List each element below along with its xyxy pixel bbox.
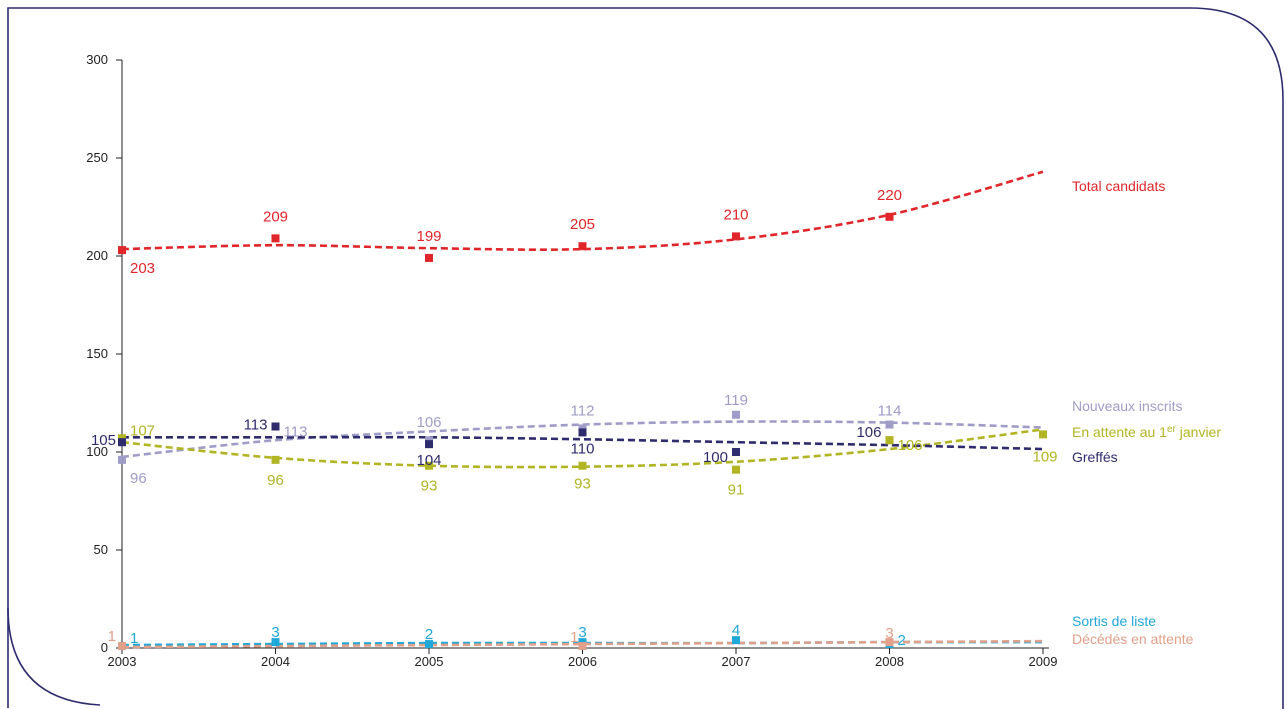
legend-label-superscript: er [1167, 424, 1177, 435]
data-label-en-attente: 109 [1032, 448, 1057, 465]
marker-total-candidats [118, 246, 126, 255]
data-label-sortis-de-liste: 2 [425, 626, 433, 643]
legend-label-tail: janvier [1176, 424, 1221, 440]
legend-label-en-attente: En attente au 1er janvier [1072, 424, 1221, 440]
data-label-greffes: 104 [416, 452, 441, 469]
data-label-en-attente: 93 [574, 476, 591, 493]
marker-sortis-de-liste [425, 640, 433, 649]
marker-total-candidats [271, 234, 280, 243]
marker-en-attente [271, 455, 280, 464]
data-label-sortis-de-liste: 2 [898, 632, 906, 649]
frame-border [7, 7, 1284, 709]
x-tick-label: 2006 [568, 654, 597, 669]
marker-greffes [578, 428, 587, 437]
data-label-en-attente: 93 [421, 478, 438, 495]
marker-greffes [271, 422, 280, 431]
data-label-nouveaux-inscrits: 119 [724, 392, 748, 409]
data-label-sortis-de-liste: 1 [130, 630, 138, 647]
x-tick-label: 2008 [875, 654, 904, 669]
data-label-total-candidats: 199 [416, 228, 441, 245]
x-tick-label: 2003 [108, 654, 137, 669]
legend-label-total-candidats: Total candidats [1072, 178, 1165, 194]
marker-en-attente [732, 465, 740, 474]
data-label-decedes-en-attente: 1 [570, 629, 578, 646]
data-label-sortis-de-liste: 3 [578, 624, 586, 641]
legend-label-greffes: Greffés [1072, 449, 1118, 465]
marker-sortis-de-liste [271, 638, 280, 647]
legend: Total candidats Nouveaux inscrits En atten… [1072, 178, 1221, 647]
marker-nouveaux-inscrits [885, 420, 894, 429]
marker-greffes [425, 440, 433, 449]
trend-line-total-candidats [121, 170, 1044, 251]
data-label-total-candidats: 209 [263, 208, 288, 225]
legend-label-decedes-en-attente: Décédés en attente [1072, 631, 1194, 647]
data-labels: 2032091992052102209611310611211911410796… [91, 187, 1058, 649]
data-label-nouveaux-inscrits: 112 [571, 402, 595, 419]
data-label-total-candidats: 205 [570, 216, 595, 233]
y-tick-label: 300 [86, 52, 108, 67]
data-label-decedes-en-attente: 1 [108, 628, 116, 645]
marker-en-attente [1039, 430, 1047, 439]
data-label-sortis-de-liste: 4 [732, 622, 740, 639]
marker-en-attente [885, 436, 894, 445]
legend-label-sortis-de-liste: Sortis de liste [1072, 613, 1156, 629]
legend-label-nouveaux-inscrits: Nouveaux inscrits [1072, 398, 1183, 414]
data-label-greffes: 110 [571, 440, 595, 457]
data-label-nouveaux-inscrits: 113 [284, 424, 308, 441]
marker-sortis-de-liste [732, 636, 740, 645]
data-label-nouveaux-inscrits: 96 [130, 470, 147, 487]
y-tick-label: 250 [86, 150, 108, 165]
frame-corner [7, 607, 101, 706]
data-label-total-candidats: 203 [130, 260, 155, 277]
y-tick-label: 150 [86, 346, 108, 361]
data-label-en-attente: 107 [130, 422, 155, 439]
data-markers [118, 212, 1047, 651]
data-label-greffes: 100 [703, 449, 728, 466]
x-tick-label: 2009 [1029, 654, 1058, 669]
marker-total-candidats [885, 212, 894, 221]
marker-en-attente [425, 461, 433, 470]
data-label-en-attente: 91 [728, 482, 745, 499]
marker-greffes [118, 438, 126, 447]
marker-nouveaux-inscrits [732, 410, 740, 419]
data-label-greffes: 105 [91, 432, 116, 449]
data-label-greffes: 106 [856, 424, 881, 441]
marker-decedes-en-attente [118, 642, 126, 651]
marker-total-candidats [732, 232, 740, 241]
y-tick-label: 200 [86, 248, 108, 263]
marker-en-attente [578, 461, 587, 470]
marker-decedes-en-attente [885, 638, 894, 647]
x-tick-label: 2004 [261, 654, 290, 669]
data-label-nouveaux-inscrits: 106 [416, 414, 441, 431]
data-label-sortis-de-liste: 3 [271, 624, 279, 641]
marker-decedes-en-attente [578, 642, 587, 651]
y-tick-label: 50 [94, 542, 108, 557]
data-label-decedes-en-attente: 3 [885, 625, 893, 642]
data-label-total-candidats: 210 [723, 206, 748, 223]
axes: 0 50 100 150 200 250 300 2003 2004 2005 2006 2007 20… [86, 52, 1057, 669]
x-tick-label: 2007 [722, 654, 751, 669]
data-label-greffes: 113 [244, 417, 268, 434]
data-label-en-attente: 106 [898, 437, 923, 454]
x-tick-label: 2005 [415, 654, 444, 669]
marker-nouveaux-inscrits [118, 455, 126, 464]
marker-total-candidats [425, 253, 433, 262]
y-tick-label: 100 [86, 444, 108, 459]
legend-label-main: En attente au 1 [1072, 424, 1167, 440]
marker-total-candidats [578, 242, 587, 251]
data-label-nouveaux-inscrits: 114 [878, 403, 902, 420]
data-label-total-candidats: 220 [877, 187, 902, 204]
trend-line-nouveaux-inscrits [121, 420, 1044, 459]
y-tick-label: 0 [101, 640, 108, 655]
data-label-en-attente: 96 [267, 472, 284, 489]
marker-greffes [732, 448, 740, 456]
